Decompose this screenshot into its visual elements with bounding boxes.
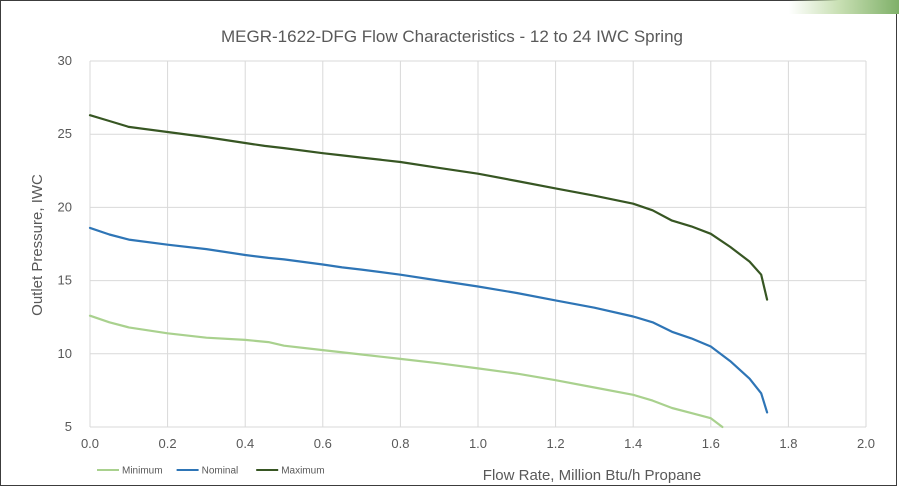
legend-item-minimum: Minimum [97, 466, 163, 477]
x-tick-label: 1.2 [547, 436, 565, 451]
y-tick-label: 5 [65, 419, 72, 434]
series-line-maximum [88, 114, 769, 301]
x-axis-title: Flow Rate, Million Btu/h Propane [483, 467, 701, 484]
series-lines [88, 114, 769, 429]
legend-item-maximum: Maximum [256, 466, 325, 477]
y-tick-label: 15 [58, 273, 72, 288]
x-tick-label: 1.0 [469, 436, 487, 451]
series-line-minimum [88, 314, 724, 429]
legend: Minimum Nominal Maximum [97, 466, 325, 477]
y-tick-label: 20 [58, 199, 72, 214]
x-tick-label: 0.2 [159, 436, 177, 451]
y-axis-ticks: 5 10 15 20 25 30 [58, 53, 72, 434]
x-tick-label: 0.6 [314, 436, 332, 451]
y-axis-title: Outlet Pressure, IWC [29, 174, 46, 316]
legend-label: Minimum [122, 466, 163, 477]
y-tick-label: 25 [58, 126, 72, 141]
x-tick-label: 0.0 [81, 436, 99, 451]
x-tick-label: 2.0 [857, 436, 875, 451]
x-tick-label: 1.4 [624, 436, 642, 451]
x-tick-label: 1.8 [779, 436, 797, 451]
chart-title: MEGR-1622-DFG Flow Characteristics - 12 … [221, 27, 683, 46]
corner-accent [789, 0, 899, 14]
legend-label: Maximum [281, 466, 324, 477]
legend-item-nominal: Nominal [176, 466, 239, 477]
y-tick-label: 30 [58, 53, 72, 68]
x-tick-label: 0.4 [236, 436, 254, 451]
y-tick-label: 10 [58, 346, 72, 361]
x-tick-label: 0.8 [391, 436, 409, 451]
grid [89, 60, 867, 428]
legend-label: Nominal [202, 466, 239, 477]
x-axis-ticks: 0.0 0.2 0.4 0.6 0.8 1.0 1.2 1.4 1.6 1.8 2.0 [81, 436, 875, 451]
x-tick-label: 1.6 [702, 436, 720, 451]
series-line-nominal [88, 226, 769, 414]
